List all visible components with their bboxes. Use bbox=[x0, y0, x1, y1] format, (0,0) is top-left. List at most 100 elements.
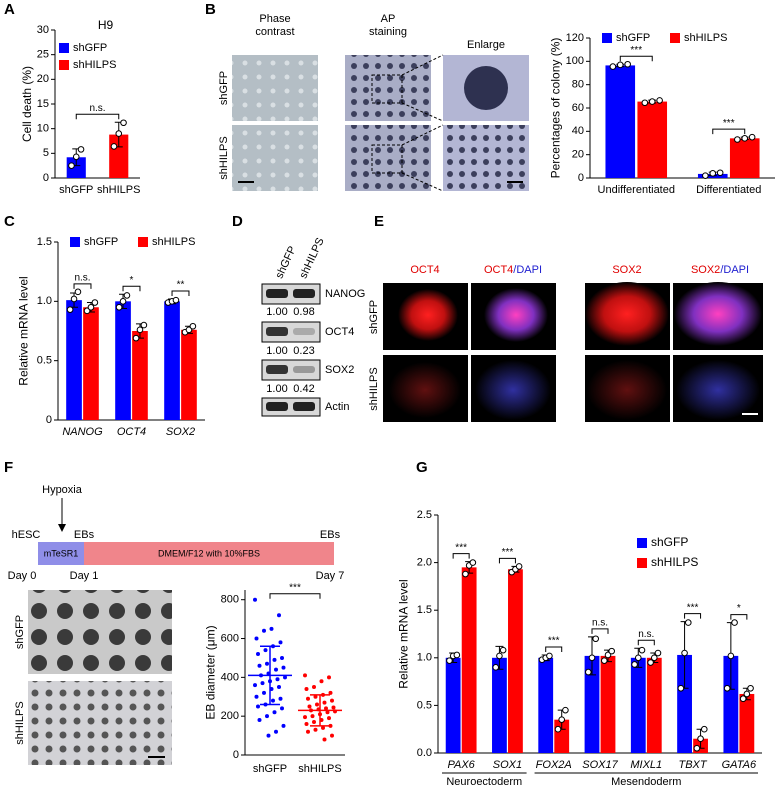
data-point bbox=[453, 651, 461, 659]
stage-label: hESC bbox=[12, 529, 41, 541]
day-label: Day 7 bbox=[316, 570, 345, 582]
panel-label: B bbox=[205, 1, 216, 18]
data-point bbox=[68, 162, 75, 169]
data-point bbox=[266, 733, 271, 738]
data-point bbox=[499, 646, 507, 654]
x-tick-label: FOX2A bbox=[536, 759, 572, 771]
y-tick-label: 100 bbox=[566, 55, 584, 67]
data-point bbox=[72, 153, 80, 161]
sd-bar bbox=[310, 694, 330, 727]
bar bbox=[181, 329, 197, 420]
significance-label: n.s. bbox=[638, 629, 654, 640]
stain: SOX2 bbox=[691, 264, 720, 276]
data-point bbox=[462, 570, 469, 578]
arrow-head bbox=[58, 524, 66, 532]
y-tick-label: 0 bbox=[233, 749, 239, 761]
data-point bbox=[77, 146, 85, 153]
data-point bbox=[624, 60, 631, 68]
band bbox=[266, 327, 288, 336]
protein-label: OCT4 bbox=[325, 326, 354, 338]
zoom-line bbox=[401, 172, 444, 192]
y-tick-label: 120 bbox=[566, 32, 584, 44]
data-point bbox=[647, 659, 654, 666]
zoom-box bbox=[371, 144, 403, 174]
data-point bbox=[631, 661, 638, 668]
significance-label: *** bbox=[455, 542, 467, 553]
data-point bbox=[185, 326, 193, 334]
y-tick-label: 60 bbox=[572, 102, 584, 114]
panel-label: F bbox=[4, 459, 13, 476]
data-point bbox=[280, 706, 284, 711]
data-point bbox=[283, 675, 287, 680]
column-header: Phase bbox=[259, 13, 290, 25]
significance-bracket bbox=[591, 628, 609, 634]
data-point bbox=[303, 715, 307, 720]
data-point bbox=[275, 677, 280, 682]
y-tick-label: 80 bbox=[572, 79, 584, 91]
micrograph bbox=[443, 125, 529, 191]
data-point bbox=[562, 706, 569, 714]
y-tick-label: 0.5 bbox=[37, 355, 52, 367]
data-point bbox=[700, 725, 708, 733]
data-point bbox=[306, 729, 310, 734]
significance-bracket bbox=[75, 113, 120, 120]
legend-swatch bbox=[59, 43, 69, 53]
data-point bbox=[322, 700, 327, 705]
data-point bbox=[693, 744, 701, 752]
data-point bbox=[697, 735, 704, 743]
data-point bbox=[315, 702, 319, 707]
zoom-line bbox=[401, 102, 444, 122]
legend-swatch bbox=[637, 558, 647, 568]
bar bbox=[83, 307, 99, 420]
data-point bbox=[650, 654, 658, 662]
row-label: shGFP bbox=[14, 615, 26, 649]
data-point bbox=[115, 303, 123, 311]
data-point bbox=[136, 326, 144, 334]
data-point bbox=[172, 296, 180, 304]
y-axis-label: Percentages of colony (%) bbox=[549, 38, 563, 179]
data-point bbox=[446, 657, 453, 664]
panel-label: D bbox=[232, 213, 243, 230]
column-header: staining bbox=[369, 26, 407, 38]
data-point bbox=[319, 679, 324, 684]
data-point bbox=[677, 684, 685, 692]
data-point bbox=[278, 640, 283, 645]
x-tick-label: NANOG bbox=[62, 426, 103, 438]
bar bbox=[646, 657, 662, 753]
x-tick-label: PAX6 bbox=[447, 759, 475, 771]
panel-label: A bbox=[4, 1, 15, 18]
data-point bbox=[558, 716, 566, 723]
data-point bbox=[609, 63, 617, 70]
legend-swatch bbox=[138, 237, 148, 247]
data-point bbox=[608, 647, 616, 655]
event-label: Hypoxia bbox=[42, 484, 83, 496]
data-point bbox=[313, 727, 318, 732]
significance-bracket bbox=[269, 593, 321, 599]
y-tick-label: 30 bbox=[37, 24, 49, 36]
micrograph bbox=[28, 590, 172, 674]
data-point bbox=[254, 636, 259, 641]
quantification: 0.23 bbox=[293, 345, 314, 357]
y-tick-label: 1.5 bbox=[417, 604, 432, 616]
zoom-box bbox=[371, 74, 403, 104]
data-point bbox=[324, 706, 328, 711]
y-tick-label: 0 bbox=[43, 172, 49, 184]
data-point bbox=[648, 98, 656, 105]
colony bbox=[389, 362, 461, 418]
significance-bracket bbox=[637, 639, 655, 646]
legend-swatch bbox=[637, 538, 647, 548]
colony bbox=[585, 282, 669, 346]
colony bbox=[587, 360, 667, 420]
data-point bbox=[274, 667, 278, 672]
bar bbox=[584, 655, 600, 753]
legend-label: shGFP bbox=[73, 42, 107, 54]
data-point bbox=[634, 654, 642, 662]
significance-bracket bbox=[171, 290, 190, 296]
data-point bbox=[709, 170, 717, 177]
x-tick-label: SOX2 bbox=[166, 426, 195, 438]
column-header: OCT4/DAPI bbox=[484, 264, 542, 276]
x-tick-label: TBXT bbox=[679, 759, 708, 771]
data-point bbox=[723, 684, 731, 692]
data-point bbox=[681, 649, 688, 657]
zoom-line bbox=[401, 54, 444, 76]
